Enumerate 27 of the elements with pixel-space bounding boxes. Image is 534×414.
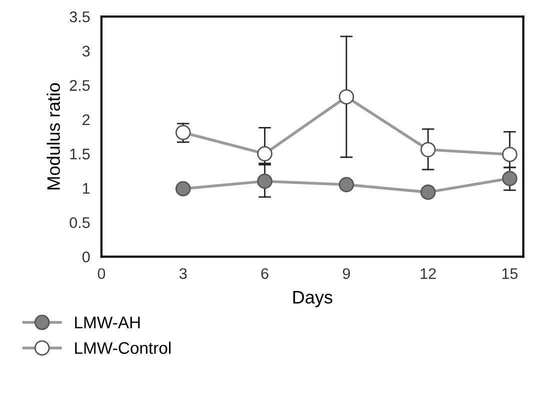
point	[257, 174, 272, 189]
point	[502, 146, 518, 162]
point	[175, 181, 191, 196]
y-tick-label: 1.5	[70, 148, 90, 160]
y-tick-label: 0	[82, 252, 90, 262]
point	[338, 89, 354, 104]
y-tick-label: 3.5	[70, 11, 90, 22]
y-tick-label: 2	[82, 114, 90, 126]
x-tick-label: 3	[179, 268, 187, 280]
x-tick-label: 6	[261, 268, 268, 280]
y-axis-title: Modulus ratio	[46, 83, 60, 190]
x-tick-label: 0	[98, 268, 106, 280]
point	[338, 177, 354, 192]
legend-label: LMW-Control	[75, 342, 171, 354]
point	[420, 184, 436, 200]
y-tick-label: 3	[82, 46, 90, 57]
x-axis-title: Days	[293, 291, 332, 308]
y-tick-label: 2.5	[70, 80, 90, 91]
y-tick-label: 0.5	[70, 217, 90, 228]
x-tick-label: 9	[342, 268, 350, 280]
x-tick-label: 12	[420, 268, 436, 279]
point	[420, 142, 436, 158]
point	[257, 146, 272, 162]
point	[502, 170, 518, 186]
y-tick-label: 1	[83, 183, 90, 194]
x-tick-label: 15	[502, 268, 518, 280]
legend-label: LMW-AH	[75, 316, 140, 328]
